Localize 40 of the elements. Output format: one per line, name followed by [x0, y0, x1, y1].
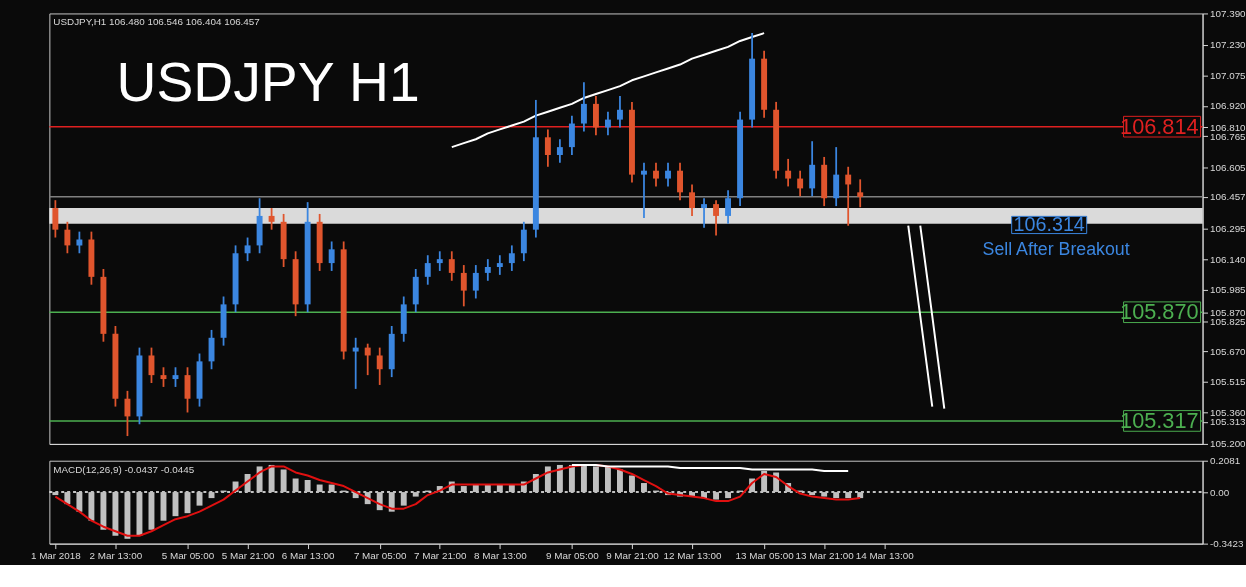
- x-tick-label: 14 Mar 13:00: [855, 549, 915, 561]
- y-tick-label: 0.00: [1209, 486, 1230, 498]
- y-tick-label: 106.295: [1209, 223, 1246, 235]
- y-tick-label: 106.140: [1209, 253, 1246, 265]
- y-tick-label: 105.313: [1209, 416, 1246, 428]
- y-tick-label: 105.360: [1209, 406, 1246, 418]
- x-tick-label: 1 Mar 2018: [30, 549, 82, 561]
- x-tick-label: 7 Mar 21:00: [413, 549, 468, 561]
- y-tick-label: 105.200: [1209, 438, 1246, 450]
- y-tick-label: 107.230: [1209, 39, 1246, 51]
- x-tick-label: 12 Mar 13:00: [663, 549, 723, 561]
- x-tick-label: 6 Mar 13:00: [281, 549, 335, 561]
- x-tick-label: 5 Mar 05:00: [161, 549, 215, 561]
- y-tick-label: 106.457: [1209, 191, 1246, 203]
- y-tick-label: 106.765: [1209, 130, 1246, 142]
- x-tick-label: 13 Mar 21:00: [795, 549, 855, 561]
- y-tick-label: 106.920: [1209, 100, 1246, 112]
- annotation: 106.314: [1013, 212, 1085, 235]
- chart-subtitle: MACD(12,26,9) -0.0437 -0.0445: [53, 463, 195, 475]
- x-tick-label: 2 Mar 13:00: [89, 549, 143, 561]
- text: USDJPY H1: [116, 51, 420, 114]
- y-tick-label: 106.810: [1209, 121, 1246, 133]
- y-tick-label: 105.870: [1209, 306, 1246, 318]
- y-tick-label: 106.605: [1209, 162, 1246, 174]
- x-tick-label: 9 Mar 21:00: [606, 549, 660, 561]
- x-tick-label: 9 Mar 05:00: [546, 549, 600, 561]
- y-tick-label: 107.390: [1209, 7, 1246, 19]
- x-tick-label: 8 Mar 13:00: [474, 549, 528, 561]
- y-tick-label: 105.670: [1209, 346, 1246, 357]
- y-tick-label: 105.515: [1209, 376, 1246, 388]
- y-tick-label: 107.075: [1209, 69, 1246, 81]
- y-tick-label: 105.825: [1209, 315, 1246, 327]
- x-tick-label: 13 Mar 05:00: [735, 549, 795, 561]
- y-tick-label: 105.985: [1209, 284, 1246, 296]
- y-tick-label: 0.2081: [1209, 455, 1241, 467]
- chart-subtitle: USDJPY,H1 106.480 106.546 106.404 106.457: [53, 16, 260, 28]
- x-tick-label: 5 Mar 21:00: [221, 549, 275, 561]
- x-tick-label: 7 Mar 05:00: [353, 549, 408, 561]
- annotation: Sell After Breakout: [982, 239, 1130, 260]
- y-tick-label: -0.3423: [1209, 538, 1244, 550]
